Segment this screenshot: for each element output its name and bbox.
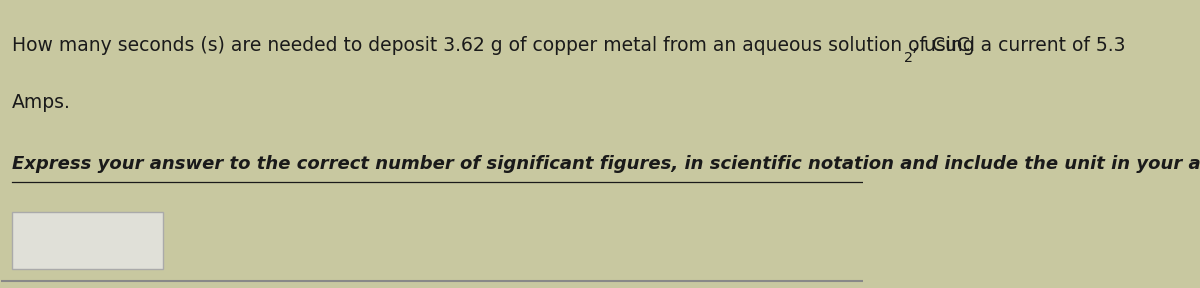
Text: 2: 2 — [904, 51, 913, 65]
Text: How many seconds (s) are needed to deposit 3.62 g of copper metal from an aqueou: How many seconds (s) are needed to depos… — [12, 36, 974, 55]
Text: Express your answer to the correct number of significant figures, in scientific : Express your answer to the correct numbe… — [12, 156, 1200, 173]
Text: , using a current of 5.3: , using a current of 5.3 — [912, 36, 1126, 55]
FancyBboxPatch shape — [12, 213, 162, 270]
Text: Amps.: Amps. — [12, 93, 71, 112]
